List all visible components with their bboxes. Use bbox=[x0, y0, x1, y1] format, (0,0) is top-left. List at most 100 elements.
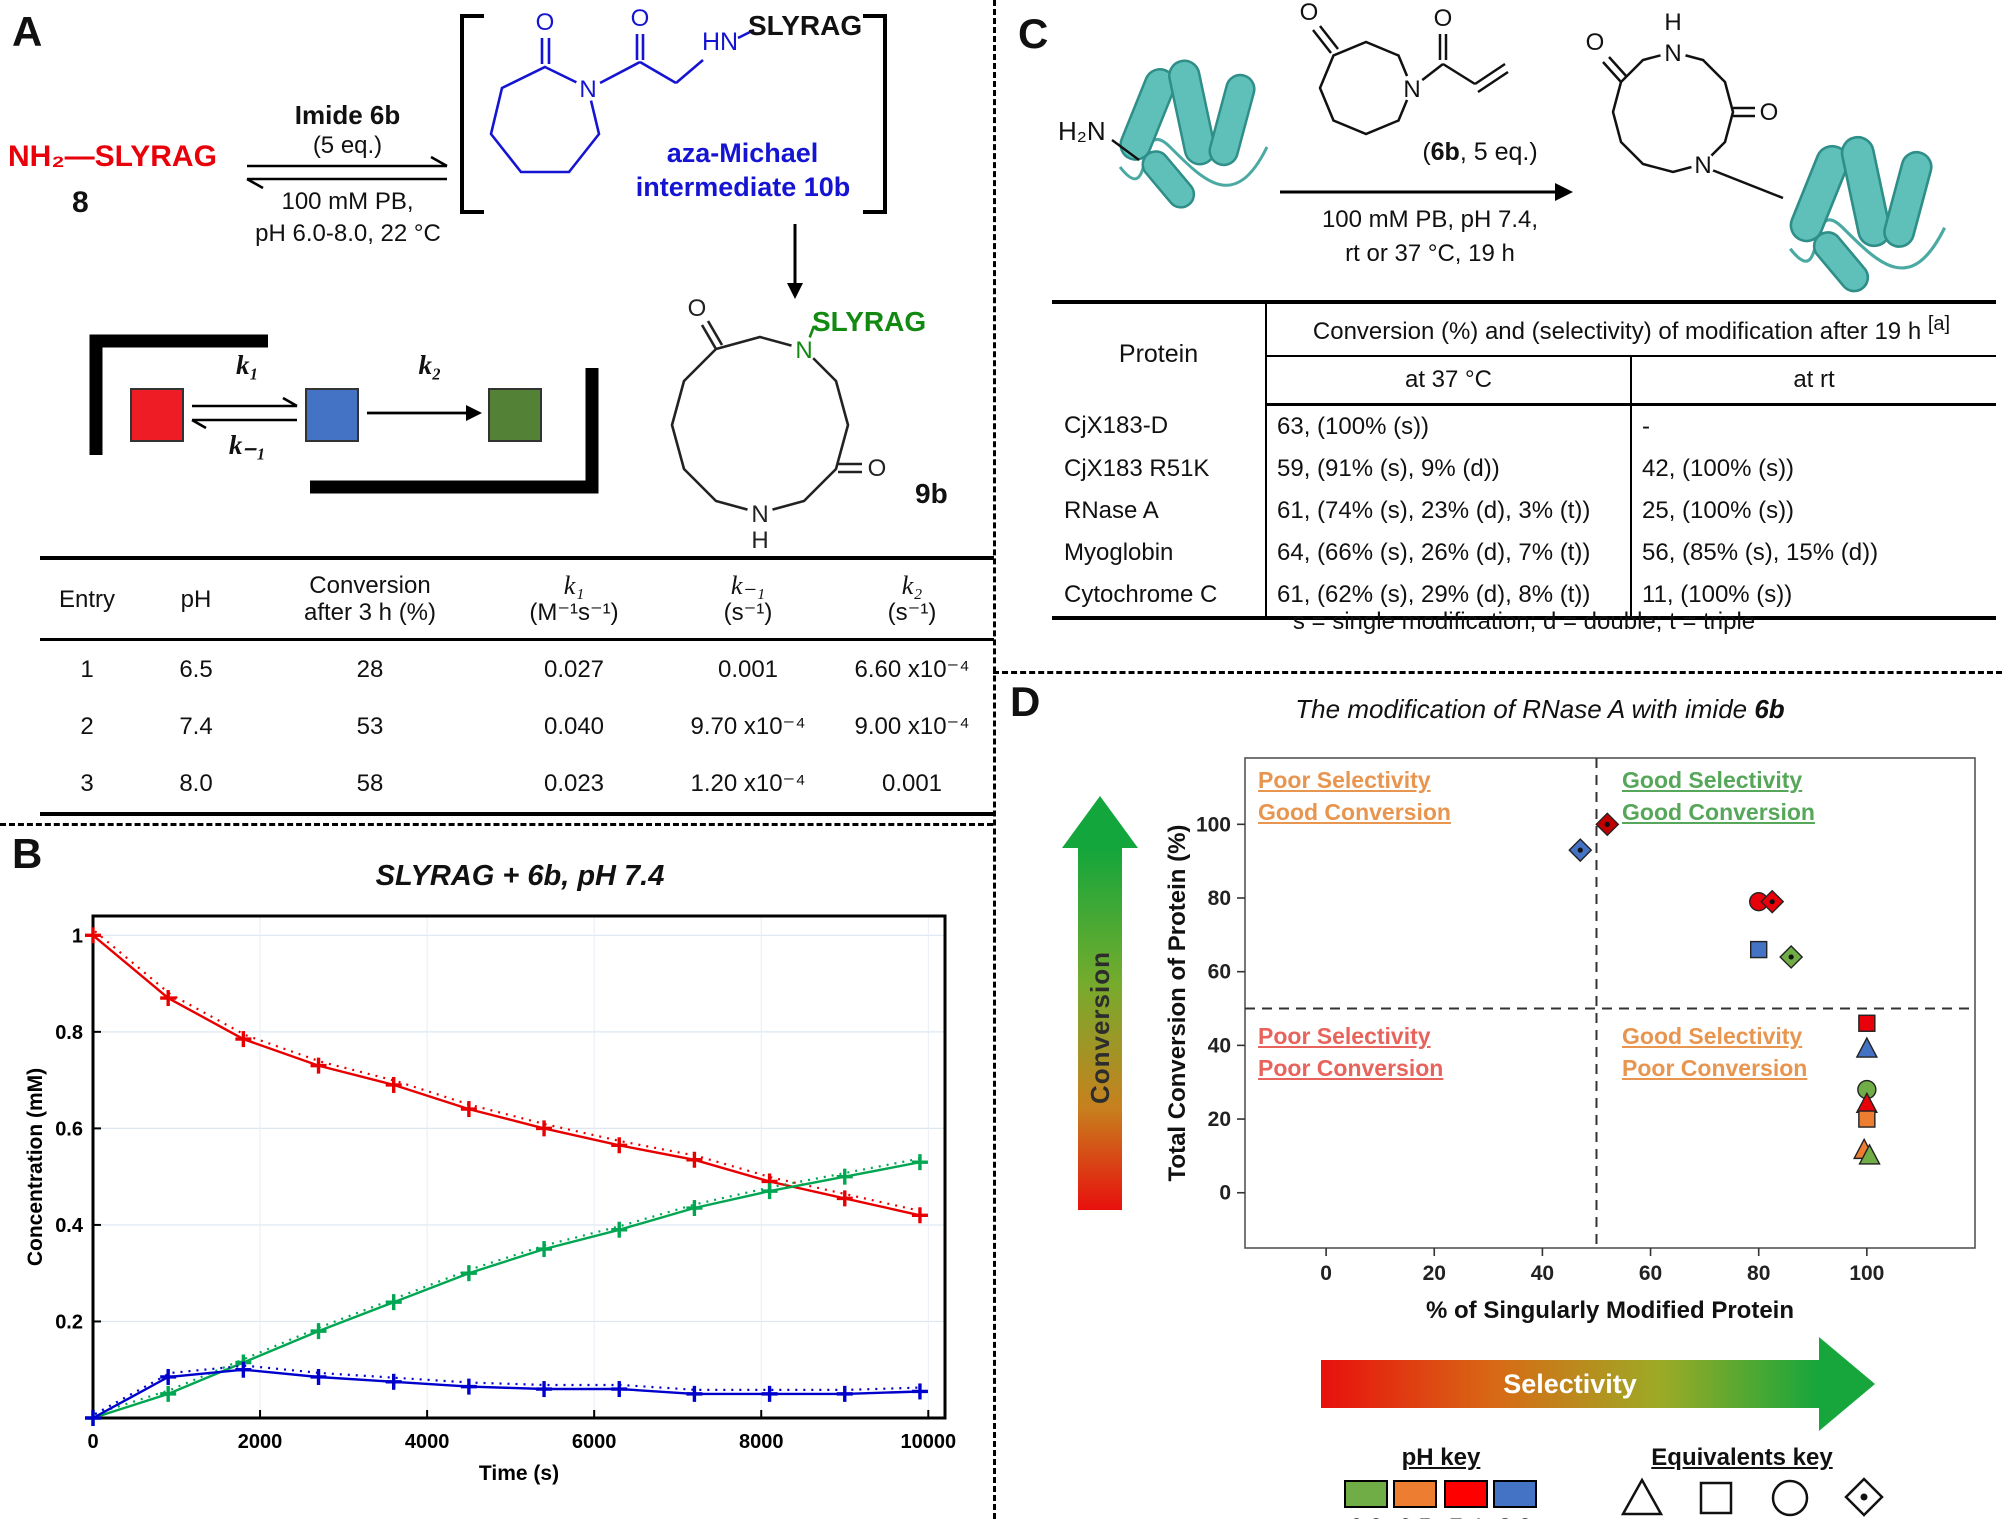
x-tick-label: 6000 bbox=[572, 1431, 617, 1453]
atom-halo bbox=[1660, 39, 1686, 65]
reagent-label: (6b, 5 eq.) bbox=[1422, 138, 1538, 166]
conditions-line-2: pH 6.0-8.0, 22 °C bbox=[255, 220, 441, 247]
o-atom-label: O bbox=[631, 5, 650, 32]
reactant-number: 8 bbox=[72, 186, 89, 219]
o-atom-label: O bbox=[868, 455, 887, 482]
table-cell: Myoglobin bbox=[1052, 532, 1267, 574]
conversion-gradient-arrow: Conversion bbox=[1078, 846, 1122, 1210]
table-cell: 28 bbox=[356, 655, 384, 683]
scatter-point bbox=[1858, 1143, 1881, 1165]
reactant-name: NH₂—SLYRAG bbox=[8, 140, 217, 173]
blue-species-square bbox=[305, 388, 359, 442]
conditions-line-1: 100 mM PB, pH 7.4, bbox=[1321, 206, 1539, 233]
ph-swatch-6-0 bbox=[1344, 1480, 1388, 1508]
selectivity-gradient-arrow: Selectivity bbox=[1321, 1360, 1819, 1408]
table-cell: RNase A bbox=[1052, 490, 1267, 532]
table-row: 1 6.5 28 0.027 0.001 6.60 x10⁻⁴ bbox=[40, 640, 994, 699]
y-tick-label: 80 bbox=[1208, 887, 1231, 910]
table-cell: CjX183 R51K bbox=[1052, 448, 1267, 490]
y-axis-title: Total Conversion of Protein (%) bbox=[1164, 825, 1191, 1182]
atom-halo bbox=[575, 75, 601, 101]
y-tick-label: 1 bbox=[72, 925, 83, 947]
x-tick-label: 80 bbox=[1747, 1262, 1770, 1285]
selectivity-arrowhead-icon bbox=[1819, 1337, 1875, 1431]
equivalents-key-title: Equivalents key bbox=[1651, 1444, 1833, 1471]
reagent-over-arrow: Imide 6b bbox=[294, 100, 401, 130]
panel-d-label: D bbox=[1010, 678, 1041, 725]
selectivity-conversion-scatter: 0 20 40 60 80 100 0 20 40 60 80 100 % of Singularly … bbox=[1164, 757, 1976, 1324]
x-tick-label: 8000 bbox=[739, 1431, 784, 1453]
atom-halo bbox=[791, 336, 817, 362]
table-cell: - bbox=[1630, 404, 1996, 448]
table-cell: 56, (85% (s), 15% (d)) bbox=[1630, 532, 1996, 574]
series-line bbox=[92, 934, 921, 1217]
n-atom-label: N bbox=[795, 337, 812, 364]
scatter-point bbox=[1855, 1036, 1879, 1058]
scatter-point-dot bbox=[1604, 821, 1610, 827]
o-atom-label: O bbox=[536, 9, 555, 36]
reaction-scheme-c: N O O N H O O N bbox=[1111, 0, 1947, 299]
th-protein: Protein bbox=[1052, 302, 1267, 405]
conditions-line-1: 100 mM PB, bbox=[281, 188, 414, 215]
quadrant-label-top-left: Poor Selectivity Good Conversion bbox=[1258, 767, 1451, 825]
intermediate-peptide-label: SLYRAG bbox=[748, 10, 863, 41]
table-row: RNase A 61, (74% (s), 23% (d), 3% (t)) 2… bbox=[1052, 490, 1996, 532]
y-axis-title: Concentration (mM) bbox=[25, 1068, 47, 1266]
scatter-point bbox=[1858, 1014, 1876, 1032]
kinetics-table: Entry pH Conversion after 3 h (%) k₁ (M⁻¹s… bbox=[40, 556, 994, 816]
th-at-rt: at rt bbox=[1630, 356, 1996, 406]
conversion-arrow-label: Conversion bbox=[1084, 951, 1115, 1105]
table-cell: 3 bbox=[80, 769, 94, 797]
th-k1: k₁ (M⁻¹s⁻¹) bbox=[482, 558, 666, 641]
product-macrocycle-ring bbox=[1602, 50, 1784, 200]
o-atom-label: O bbox=[1434, 5, 1453, 32]
table-cell: 2 bbox=[80, 712, 94, 740]
th-conversion-selectivity: Conversion (%) and (selectivity) of modi… bbox=[1266, 302, 1996, 357]
table-cell: 9.70 x10⁻⁴ bbox=[690, 713, 806, 740]
scatter-point-dot bbox=[1769, 899, 1775, 905]
product-peptide-label: SLYRAG bbox=[812, 306, 927, 337]
selectivity-arrow-label: Selectivity bbox=[1503, 1369, 1637, 1399]
ph-swatch-7-4 bbox=[1444, 1480, 1488, 1508]
table-cell: 64, (66% (s), 26% (d), 7% (t)) bbox=[1277, 539, 1591, 566]
table-cell: 8.0 bbox=[179, 769, 213, 797]
table-row: Myoglobin 64, (66% (s), 26% (d), 7% (t))… bbox=[1052, 532, 1996, 574]
series-dotted-line bbox=[94, 1364, 922, 1415]
table-cell: 25, (100% (s)) bbox=[1630, 490, 1996, 532]
panel-b-label: B bbox=[12, 830, 43, 877]
x-tick-label: 2000 bbox=[238, 1431, 283, 1453]
table-cell: CjX183-D bbox=[1052, 404, 1267, 448]
h2n-label: H₂N bbox=[1058, 116, 1106, 146]
x-axis-title: % of Singularly Modified Protein bbox=[1426, 1297, 1794, 1324]
n-atom-label: N bbox=[1403, 76, 1420, 103]
table-cell: 7.4 bbox=[179, 712, 213, 740]
kinetic-forward-arrow-icon bbox=[367, 405, 482, 421]
x-tick-label: 4000 bbox=[405, 1431, 450, 1453]
series-dotted-line bbox=[94, 930, 923, 1213]
protein-modification-table: Protein Conversion (%) and (selectivity)… bbox=[1052, 300, 1996, 620]
series-line bbox=[92, 1161, 921, 1420]
ph-key-label: 6.5 bbox=[1392, 1514, 1438, 1519]
table-cell: 0.023 bbox=[543, 769, 605, 797]
y-tick-label: 100 bbox=[1196, 813, 1231, 836]
x-tick-label: 0 bbox=[1320, 1262, 1332, 1285]
x-tick-label: 40 bbox=[1531, 1262, 1554, 1285]
k-minus-1-label: k₋₁ bbox=[228, 430, 267, 460]
amine-bond bbox=[1111, 139, 1140, 161]
o-atom-label: O bbox=[1586, 29, 1605, 56]
equivalents-over-arrow: (5 eq.) bbox=[312, 132, 383, 159]
table-cell: 0.027 bbox=[543, 655, 605, 683]
table-cell: 0.040 bbox=[543, 712, 605, 740]
atom-halo bbox=[1399, 75, 1425, 101]
imide-6b-ring bbox=[1312, 25, 1509, 136]
reaction-scheme-a: N O O N O O N H bbox=[89, 5, 887, 554]
ph-key-label: 6.0 bbox=[1343, 1514, 1389, 1519]
circle-marker-icon bbox=[1771, 1479, 1809, 1517]
o-atom-label: O bbox=[688, 295, 707, 322]
n-atom-label: N bbox=[751, 501, 768, 528]
table-cell: 59, (91% (s), 9% (d)) bbox=[1277, 455, 1500, 482]
atom-halo bbox=[1691, 152, 1715, 176]
triangle-marker-icon bbox=[1620, 1477, 1664, 1516]
th-entry: Entry bbox=[40, 558, 134, 641]
